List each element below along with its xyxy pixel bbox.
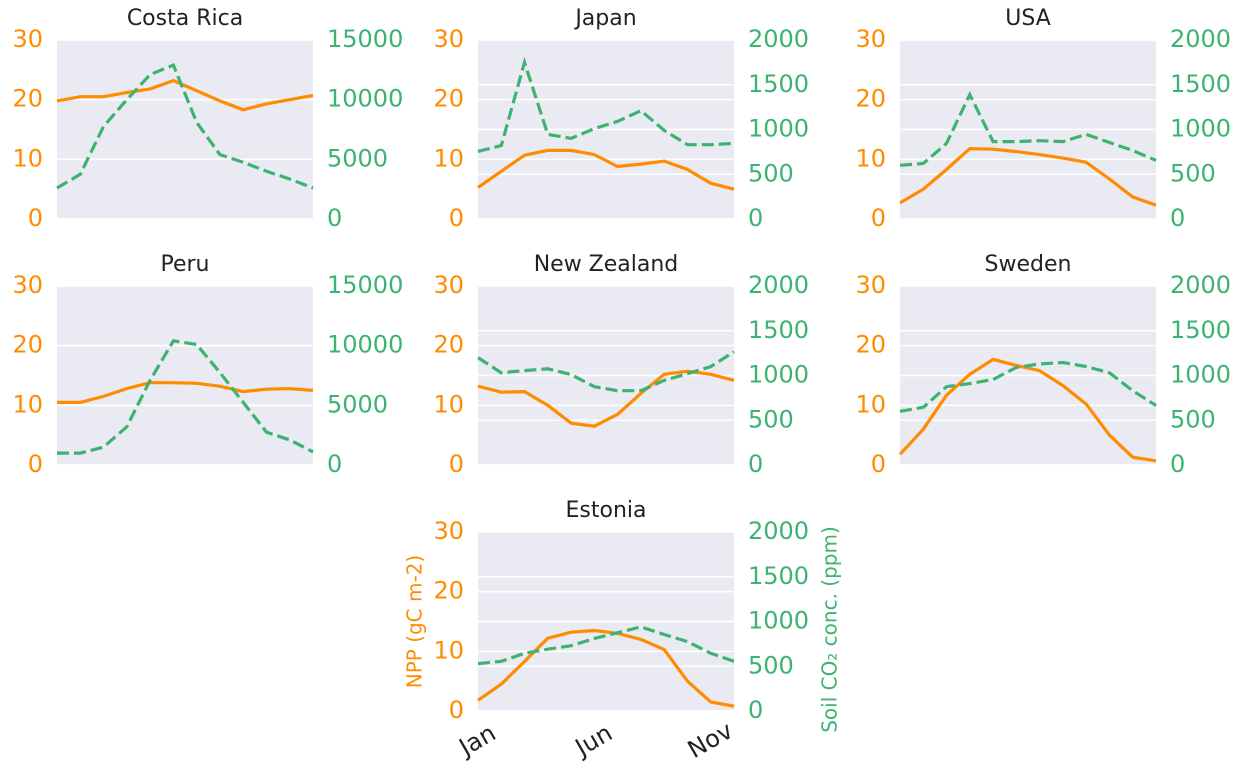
subplot-title: Japan <box>573 6 636 31</box>
y2-tick-label: 15000 <box>327 271 403 299</box>
data-line <box>899 146 1157 207</box>
y-tick-label: 30 <box>855 25 886 53</box>
data-line <box>56 78 314 112</box>
y2-axis-label: Soil CO₂ conc. (ppm) <box>818 526 842 733</box>
y-tick-label: 0 <box>449 450 464 478</box>
y2-tick-label: 5000 <box>327 390 388 418</box>
subplot: USA 0 10 20 30 0 500 1000 1500 2000 <box>855 6 1231 232</box>
data-line <box>899 360 1157 413</box>
y-tick-label: 10 <box>12 390 43 418</box>
y2-tick-label: 2000 <box>1170 25 1231 53</box>
y-tick-label: 0 <box>871 204 886 232</box>
subplot: Peru 0 10 20 30 0 5000 10000 15000 <box>12 252 403 478</box>
data-line <box>477 350 735 393</box>
subplot-title: Estonia <box>566 498 647 523</box>
y2-tick-label: 0 <box>327 204 342 232</box>
y-tick-label: 10 <box>12 144 43 172</box>
y-tick-label: 10 <box>433 144 464 172</box>
y2-tick-label: 1000 <box>1170 115 1231 143</box>
y2-tick-label: 500 <box>1170 405 1216 433</box>
data-line <box>477 628 735 708</box>
subplot: Sweden 0 10 20 30 0 500 1000 1500 2000 <box>855 252 1231 478</box>
y2-tick-label: 1500 <box>1170 70 1231 98</box>
y2-tick-label: 2000 <box>1170 271 1231 299</box>
y2-tick-label: 1000 <box>748 361 809 389</box>
data-line <box>57 339 314 455</box>
y2-tick-label: 15000 <box>327 25 403 53</box>
y2-tick-label: 500 <box>748 405 794 433</box>
subplot-title: New Zealand <box>534 252 679 277</box>
y2-tick-label: 0 <box>1170 204 1185 232</box>
y2-tick-label: 5000 <box>327 144 388 172</box>
y-tick-label: 20 <box>12 331 43 359</box>
subplot-title: Sweden <box>985 252 1072 277</box>
plot-background <box>57 40 313 219</box>
y2-tick-label: 10000 <box>327 85 403 113</box>
y-tick-label: 0 <box>28 204 43 232</box>
y2-tick-label: 2000 <box>748 271 809 299</box>
y-tick-label: 20 <box>433 577 464 605</box>
y2-tick-label: 1500 <box>748 562 809 590</box>
data-line <box>57 381 314 404</box>
y-tick-label: 20 <box>855 85 886 113</box>
y2-tick-label: 0 <box>1170 450 1185 478</box>
y2-tick-label: 0 <box>748 450 763 478</box>
y2-tick-label: 0 <box>748 204 763 232</box>
subplot: Costa Rica 0 10 20 30 0 5000 10000 15000 <box>12 6 403 232</box>
y-tick-label: 0 <box>449 204 464 232</box>
y2-tick-label: 1000 <box>748 607 809 635</box>
y-tick-label: 30 <box>433 271 464 299</box>
y2-tick-label: 1500 <box>1170 316 1231 344</box>
subplot-title: USA <box>1005 6 1051 31</box>
x-tick-label: Jan <box>453 719 501 763</box>
y2-tick-label: 1500 <box>748 316 809 344</box>
y-tick-label: 10 <box>433 390 464 418</box>
x-tick-label: Jun <box>569 719 617 763</box>
y-tick-label: 0 <box>28 450 43 478</box>
y2-tick-label: 1500 <box>748 70 809 98</box>
y2-tick-label: 2000 <box>748 25 809 53</box>
y-tick-label: 30 <box>433 25 464 53</box>
data-line <box>477 56 735 153</box>
subplot-title: Costa Rica <box>127 6 243 31</box>
y-tick-label: 10 <box>855 144 886 172</box>
y-tick-label: 0 <box>871 450 886 478</box>
y2-tick-label: 1000 <box>748 115 809 143</box>
data-line <box>477 148 735 191</box>
subplot: New Zealand 0 10 20 30 0 500 1000 1500 2000 <box>433 252 809 478</box>
y2-tick-label: 1000 <box>1170 361 1231 389</box>
y-tick-label: 30 <box>12 271 43 299</box>
y2-tick-label: 500 <box>748 159 794 187</box>
subplot-title: Peru <box>160 252 209 277</box>
y-tick-label: 30 <box>433 517 464 545</box>
data-line <box>56 63 314 190</box>
y2-tick-label: 0 <box>748 696 763 724</box>
y2-tick-label: 500 <box>1170 159 1216 187</box>
y-tick-label: 20 <box>433 331 464 359</box>
y2-tick-label: 10000 <box>327 331 403 359</box>
y-tick-label: 20 <box>855 331 886 359</box>
y-tick-label: 30 <box>855 271 886 299</box>
y2-tick-label: 0 <box>327 450 342 478</box>
y-tick-label: 0 <box>449 696 464 724</box>
subplot: Estonia 0 10 20 30 0 500 1000 1500 2000 Jan Jun Nov N… <box>403 498 842 764</box>
y-tick-label: 20 <box>433 85 464 113</box>
y2-tick-label: 500 <box>748 651 794 679</box>
subplot: Japan 0 10 20 30 0 500 1000 1500 2000 <box>433 6 809 232</box>
data-line <box>899 90 1157 167</box>
data-line <box>898 357 1157 463</box>
y-axis-label: NPP (gC m-2) <box>403 555 427 689</box>
y-tick-label: 30 <box>12 25 43 53</box>
y-tick-label: 20 <box>12 85 43 113</box>
y-tick-label: 10 <box>855 390 886 418</box>
data-line <box>477 625 735 666</box>
plot-background <box>57 286 313 465</box>
y-tick-label: 10 <box>433 636 464 664</box>
y2-tick-label: 2000 <box>748 517 809 545</box>
x-tick-label: Nov <box>683 716 738 764</box>
